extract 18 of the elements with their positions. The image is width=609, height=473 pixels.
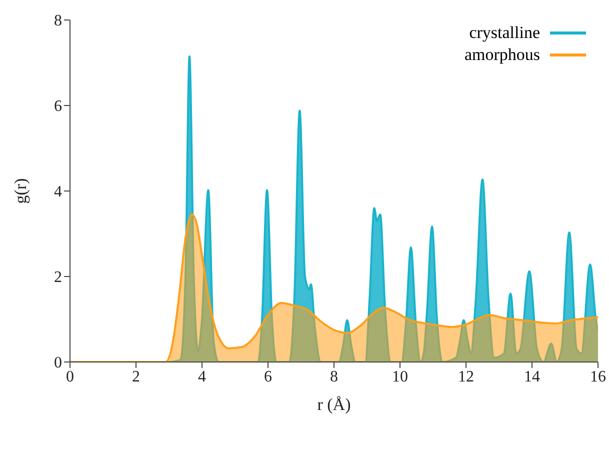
- x-tick-label: 0: [66, 368, 74, 386]
- y-tick-label: 6: [54, 98, 62, 116]
- legend-label: amorphous: [464, 44, 540, 66]
- legend-label: crystalline: [469, 22, 540, 44]
- x-tick-label: 16: [590, 368, 606, 386]
- x-tick-label: 4: [198, 368, 206, 386]
- x-tick-label: 12: [458, 368, 474, 386]
- y-tick-label: 8: [54, 12, 62, 30]
- y-axis-title: g(r): [11, 178, 30, 204]
- x-axis-title: r (Å): [317, 395, 351, 414]
- x-tick-label: 2: [132, 368, 140, 386]
- x-tick-label: 10: [392, 368, 408, 386]
- x-tick-label: 6: [264, 368, 272, 386]
- y-tick-label: 0: [54, 354, 62, 372]
- y-tick-label: 2: [54, 269, 62, 286]
- y-tick-label: 4: [54, 184, 62, 201]
- x-tick-label: 14: [524, 368, 540, 386]
- x-tick-label: 8: [330, 368, 338, 386]
